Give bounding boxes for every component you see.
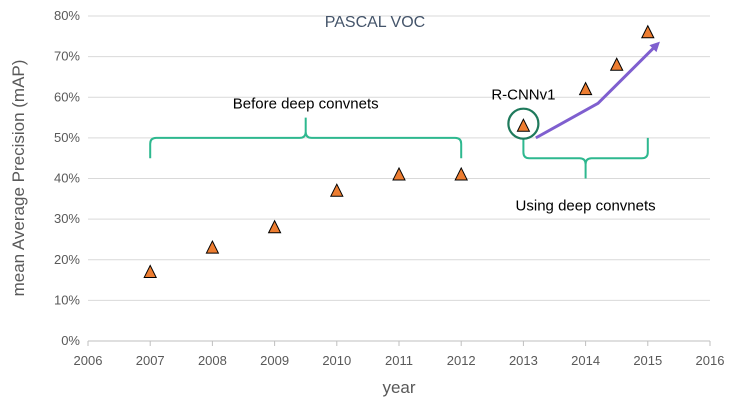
x-tick-labels: 2006 2007 2008 2009 2010 2011 2012 2013 2014 2015… xyxy=(74,353,725,368)
y-axis-title: mean Average Precision (mAP) xyxy=(9,60,28,297)
label-before-deep-convnets: Before deep convnets xyxy=(233,96,379,113)
y-tick-label: 50% xyxy=(54,130,80,145)
x-tick-label: 2015 xyxy=(633,353,662,368)
y-tick-label: 10% xyxy=(54,292,80,307)
data-point-triangle xyxy=(329,183,344,197)
data-point-triangle xyxy=(516,118,531,132)
x-tick-label: 2016 xyxy=(696,353,725,368)
y-tick-label: 0% xyxy=(61,333,80,348)
label-using-deep-convnets: Using deep convnets xyxy=(516,198,656,215)
axes xyxy=(87,340,711,346)
data-point-triangle xyxy=(609,57,624,71)
x-tick-label: 2007 xyxy=(136,353,165,368)
annotations: Before deep convnets Using deep convnets R… xyxy=(149,41,660,215)
x-tick-label: 2014 xyxy=(571,353,600,368)
data-point-triangle xyxy=(205,239,220,254)
y-tick-labels: 0% 10% 20% 30% 40% 50% 60% 70% 80% xyxy=(54,8,80,348)
brace-using-deep-convnets xyxy=(522,137,649,179)
data-point-triangle xyxy=(267,219,282,234)
x-tick-label: 2008 xyxy=(198,353,227,368)
x-axis-title: year xyxy=(382,378,415,397)
x-tick-label: 2012 xyxy=(447,353,476,368)
y-tick-label: 70% xyxy=(54,49,80,64)
y-tick-label: 20% xyxy=(54,252,80,267)
x-tick-label: 2010 xyxy=(322,353,351,368)
y-tick-label: 30% xyxy=(54,211,80,226)
chart-title: PASCAL VOC xyxy=(325,14,425,31)
trend-arrow xyxy=(535,41,660,140)
data-point-triangle xyxy=(454,166,469,181)
x-tick-label: 2009 xyxy=(260,353,289,368)
x-tick-label: 2013 xyxy=(509,353,538,368)
y-tick-label: 80% xyxy=(54,8,80,23)
rcnn-highlight-circle xyxy=(507,107,540,140)
data-point-triangle xyxy=(640,24,655,39)
brace-before-deep-convnets xyxy=(149,117,463,159)
x-tick-label: 2006 xyxy=(74,353,103,368)
label-rcnn: R-CNNv1 xyxy=(491,86,555,103)
data-points xyxy=(143,24,655,278)
y-tick-label: 40% xyxy=(54,171,80,186)
data-point-triangle xyxy=(392,166,406,181)
data-point-triangle xyxy=(578,81,593,96)
x-tick-label: 2011 xyxy=(385,353,413,368)
data-point-triangle xyxy=(143,264,158,278)
y-tick-label: 60% xyxy=(54,89,80,104)
